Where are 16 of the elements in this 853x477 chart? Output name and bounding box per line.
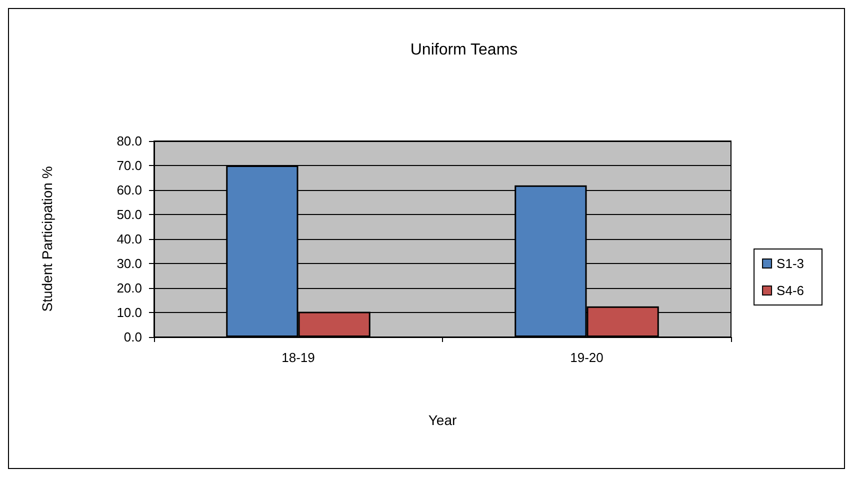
- chart-title: Uniform Teams: [410, 42, 518, 58]
- y-tick-label: 40.0: [116, 232, 142, 246]
- y-tick-label: 0.0: [124, 330, 142, 344]
- y-tick-label: 50.0: [116, 207, 142, 222]
- x-tick-label: 18-19: [282, 350, 315, 365]
- legend-label: S4-6: [776, 283, 804, 298]
- y-tick-label: 70.0: [116, 158, 142, 173]
- y-tick-label: 80.0: [116, 134, 142, 148]
- legend-label: S1-3: [776, 256, 804, 271]
- y-tick-label: 60.0: [116, 182, 142, 198]
- y-tick-label: 10.0: [116, 305, 142, 320]
- x-tick-label: 19-20: [570, 350, 604, 365]
- x-axis-title: Year: [428, 412, 457, 428]
- y-tick-label: 20.0: [116, 280, 142, 296]
- y-axis-title: Student Participation %: [39, 166, 55, 312]
- y-tick-label: 30.0: [116, 256, 142, 271]
